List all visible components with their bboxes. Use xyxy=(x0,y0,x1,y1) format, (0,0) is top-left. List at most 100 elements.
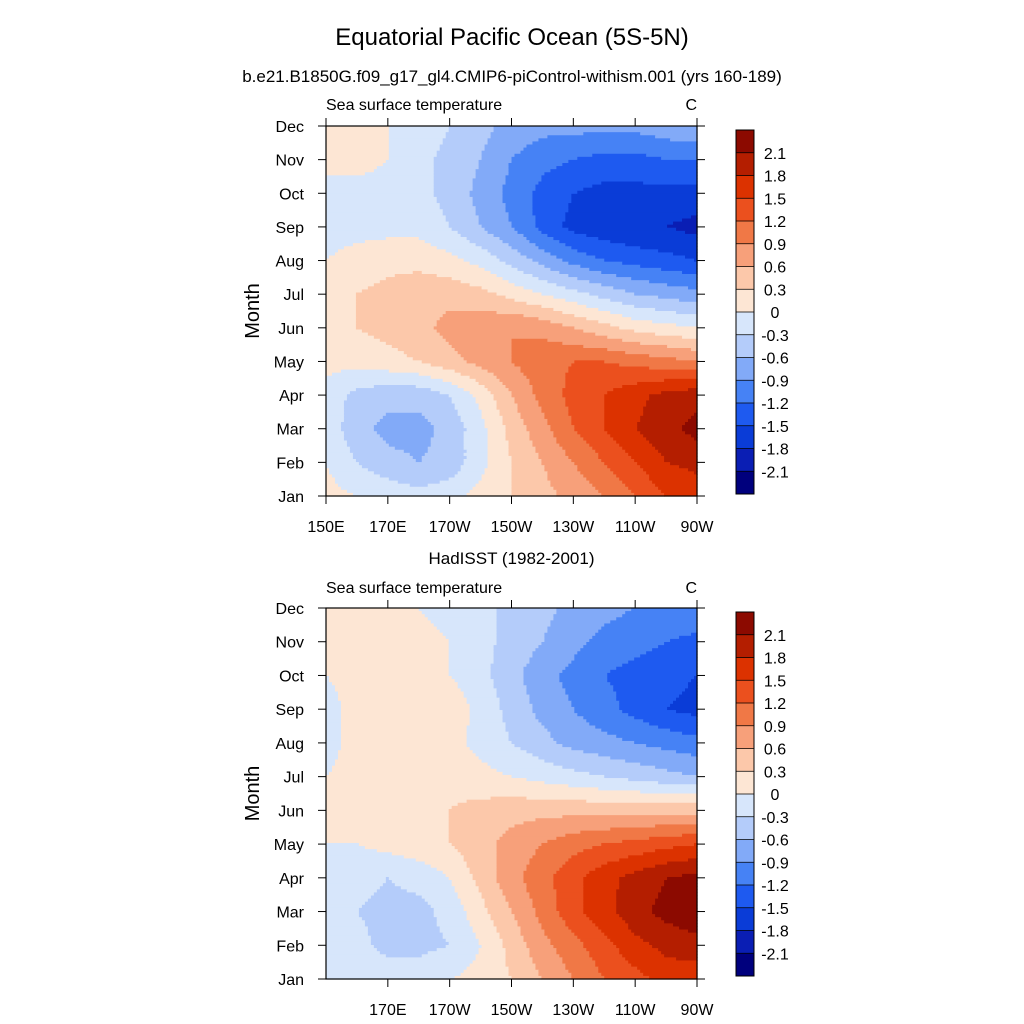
x-tick-label: 110W xyxy=(615,519,657,536)
sst-contour-cell xyxy=(619,443,653,448)
colorbar-swatch xyxy=(736,266,754,290)
sst-contour-cell xyxy=(685,230,698,235)
sst-contour-cell xyxy=(326,706,342,711)
sst-contour-cell xyxy=(376,849,459,853)
sst-contour-cell xyxy=(466,731,510,736)
sst-contour-cell xyxy=(622,737,698,742)
sst-contour-cell xyxy=(550,941,584,946)
sst-contour-cell xyxy=(478,215,510,220)
sst-contour-cell xyxy=(619,326,698,331)
colorbar-swatch xyxy=(736,425,754,449)
sst-contour-cell xyxy=(481,415,504,420)
sst-contour-cell xyxy=(469,722,507,727)
sst-contour-cell xyxy=(553,762,641,767)
sst-contour-cell xyxy=(439,629,498,634)
sst-contour-cell xyxy=(326,258,465,263)
sst-contour-cell xyxy=(326,375,432,380)
sst-contour-cell xyxy=(538,920,566,924)
sst-contour-cell xyxy=(583,910,617,915)
sst-contour-cell xyxy=(433,623,498,628)
sst-contour-cell xyxy=(571,972,602,977)
x-tick-label: 90W xyxy=(681,1002,715,1019)
sst-contour-cell xyxy=(544,465,578,469)
sst-contour-cell xyxy=(478,756,540,761)
sst-contour-cell xyxy=(326,357,414,361)
sst-contour-cell xyxy=(448,477,483,482)
sst-contour-cell xyxy=(646,437,695,442)
sst-contour-cell xyxy=(550,483,593,488)
sst-contour-cell xyxy=(619,883,665,887)
sst-contour-cell xyxy=(595,963,632,968)
sst-contour-cell xyxy=(326,960,474,965)
sst-contour-cell xyxy=(547,422,572,426)
sst-contour-cell xyxy=(547,477,587,482)
sst-contour-cell xyxy=(517,923,543,928)
sst-contour-cell xyxy=(469,867,498,872)
sst-contour-cell xyxy=(664,880,698,884)
sst-contour-cell xyxy=(466,799,587,804)
sst-contour-cell xyxy=(326,440,348,445)
sst-contour-cell xyxy=(604,406,644,411)
sst-contour-cell xyxy=(643,938,698,943)
sst-contour-cell xyxy=(619,477,650,482)
sst-contour-cell xyxy=(326,449,351,454)
sst-contour-cell xyxy=(667,344,698,349)
sst-contour-cell xyxy=(490,666,525,671)
sst-contour-cell xyxy=(526,944,554,949)
x-tick-label: 170W xyxy=(429,519,472,536)
colorbar-swatch xyxy=(736,130,754,154)
sst-contour-cell xyxy=(487,910,513,915)
sst-contour-cell xyxy=(688,388,698,392)
sst-contour-cell xyxy=(466,725,507,730)
sst-contour-cell xyxy=(421,455,468,460)
sst-contour-cell xyxy=(439,144,486,149)
sst-contour-cell xyxy=(508,443,534,448)
sst-contour-cell xyxy=(326,175,435,180)
sst-contour-cell xyxy=(682,833,698,838)
sst-contour-cell xyxy=(355,307,554,312)
sst-contour-cell xyxy=(631,608,698,612)
sst-contour-cell xyxy=(589,722,650,727)
sst-contour-cell xyxy=(460,972,510,977)
sst-contour-cell xyxy=(326,855,405,860)
sst-contour-cell xyxy=(574,654,641,659)
sst-contour-cell xyxy=(511,489,557,494)
sst-contour-cell xyxy=(442,366,483,371)
sst-contour-cell xyxy=(556,440,587,445)
sst-contour-cell xyxy=(493,651,534,655)
sst-contour-cell xyxy=(562,682,611,686)
sst-contour-cell xyxy=(571,855,629,860)
x-tick-label: 150E xyxy=(307,519,344,536)
sst-contour-cell xyxy=(637,428,683,432)
sst-contour-cell xyxy=(326,320,357,324)
sst-contour-cell xyxy=(508,969,540,974)
sst-contour-cell xyxy=(610,756,698,761)
sst-contour-cell xyxy=(526,941,551,946)
sst-contour-cell xyxy=(526,750,584,754)
sst-contour-cell xyxy=(496,691,528,696)
sst-contour-cell xyxy=(691,215,698,220)
sst-contour-cell xyxy=(538,917,563,921)
sst-contour-cell xyxy=(616,440,650,445)
sst-contour-cell xyxy=(326,172,366,176)
sst-contour-cell xyxy=(634,740,698,745)
sst-contour-cell xyxy=(622,338,698,343)
sst-contour-cell xyxy=(532,654,575,659)
sst-contour-cell xyxy=(382,437,432,442)
sst-contour-cell xyxy=(346,397,453,402)
sst-contour-cell xyxy=(326,274,396,278)
colorbar-swatch xyxy=(736,771,754,795)
sst-contour-cell xyxy=(655,446,698,451)
sst-contour-cell xyxy=(490,796,528,801)
sst-contour-cell xyxy=(448,666,492,671)
sst-contour-cell xyxy=(613,688,686,693)
sst-contour-cell xyxy=(565,286,614,291)
sst-contour-cell xyxy=(472,394,495,398)
sst-contour-cell xyxy=(577,301,623,306)
sst-contour-cell xyxy=(610,938,644,943)
sst-contour-cell xyxy=(448,394,474,398)
sst-contour-cell xyxy=(502,277,540,281)
sst-contour-cell xyxy=(326,209,444,213)
sst-contour-cell xyxy=(472,960,507,965)
sst-contour-cell xyxy=(496,311,563,315)
